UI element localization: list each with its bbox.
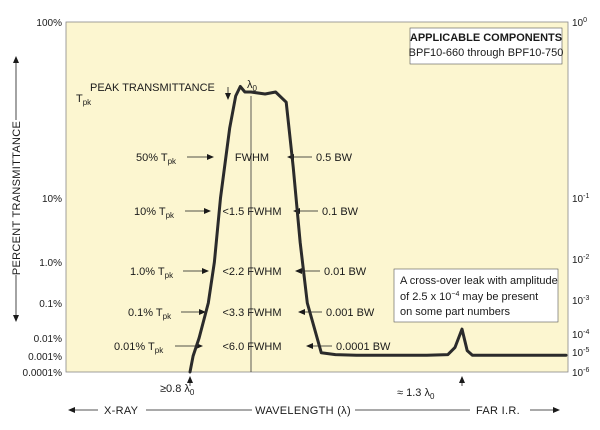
level-1-left: 1.0% Tpk bbox=[130, 266, 174, 280]
level-0.01-right: 0.0001 BW bbox=[336, 341, 391, 353]
y-right-tick-3: 10-3 bbox=[572, 295, 589, 307]
tpk-label: Tpk bbox=[76, 93, 92, 107]
note-line-3: on some part numbers bbox=[400, 306, 511, 318]
peak-transmittance-label: PEAK TRANSMITTANCE bbox=[90, 82, 215, 94]
y-tick-label-1: 1.0% bbox=[39, 258, 62, 269]
y-right-tick-0: 100 bbox=[572, 17, 587, 29]
y-tick-label-0.001: 0.001% bbox=[28, 352, 62, 363]
level-10-right: 0.1 BW bbox=[322, 206, 359, 218]
note-line-2: of 2.5 x 10−4 may be present bbox=[400, 291, 538, 303]
y-axis-title-group: PERCENT TRANSMITTANCE bbox=[11, 56, 23, 322]
y-right-tick-4: 10-4 bbox=[572, 329, 589, 341]
y-right-tick-2: 10-2 bbox=[572, 254, 589, 266]
level-1: 1.0% Tpk <2.2 FWHM 0.01 BW bbox=[130, 266, 367, 280]
x-axis-title: WAVELENGTH (λ) bbox=[255, 405, 351, 417]
x-axis-right-label: FAR I.R. bbox=[476, 405, 520, 417]
level-10-mid: <1.5 FWHM bbox=[223, 206, 282, 218]
x-axis-title-group: X-RAY WAVELENGTH (λ) FAR I.R. bbox=[68, 405, 560, 417]
level-50-mid: FWHM bbox=[235, 152, 269, 164]
level-50: 50% Tpk FWHM 0.5 BW bbox=[136, 152, 353, 166]
level-50-left: 50% Tpk bbox=[136, 152, 177, 166]
blocking-right: ≈ 1.3 λ0 bbox=[397, 376, 465, 401]
level-50-right: 0.5 BW bbox=[316, 152, 353, 164]
level-0.01-mid: <6.0 FWHM bbox=[223, 341, 282, 353]
level-0.1: 0.1% Tpk <3.3 FWHM 0.001 BW bbox=[128, 307, 375, 321]
level-0.01-left: 0.01% Tpk bbox=[114, 341, 164, 355]
blocking-left-label: ≥0.8 λ0 bbox=[160, 383, 195, 397]
y-tick-label-10: 10% bbox=[42, 194, 62, 205]
level-1-right: 0.01 BW bbox=[324, 266, 367, 278]
level-10: 10% Tpk <1.5 FWHM 0.1 BW bbox=[134, 206, 359, 220]
lambda0-label: λ0 bbox=[247, 79, 258, 93]
legend-title: APPLICABLE COMPONENTS bbox=[410, 32, 562, 44]
y-tick-label-0.01: 0.01% bbox=[34, 334, 62, 345]
transmittance-curve bbox=[188, 85, 568, 374]
y-tick-label-0.1: 0.1% bbox=[39, 299, 62, 310]
legend-box: APPLICABLE COMPONENTS BPF10-660 through … bbox=[409, 27, 564, 65]
level-0.1-mid: <3.3 FWHM bbox=[223, 307, 282, 319]
y-tick-label-0.0001: 0.0001% bbox=[23, 368, 63, 379]
blocking-left: ≥0.8 λ0 bbox=[160, 376, 195, 397]
legend-subtitle: BPF10-660 through BPF10-750 bbox=[409, 47, 564, 59]
y-tick-label-100: 100% bbox=[36, 18, 62, 29]
y-right-tick-5: 10-5 bbox=[572, 347, 589, 359]
x-axis-left-label: X-RAY bbox=[104, 405, 139, 417]
blocking-right-label: ≈ 1.3 λ0 bbox=[397, 387, 435, 401]
level-0.01: 0.01% Tpk <6.0 FWHM 0.0001 BW bbox=[114, 341, 391, 355]
y-right-tick-6: 10-6 bbox=[572, 367, 589, 379]
level-1-mid: <2.2 FWHM bbox=[223, 266, 282, 278]
note-line-1: A cross-over leak with amplitude bbox=[400, 275, 558, 287]
y-right-tick-1: 10-1 bbox=[572, 193, 589, 205]
level-0.1-right: 0.001 BW bbox=[326, 307, 375, 319]
level-0.1-left: 0.1% Tpk bbox=[128, 307, 172, 321]
y-axis-title: PERCENT TRANSMITTANCE bbox=[11, 121, 23, 275]
note-box: A cross-over leak with amplitude of 2.5 … bbox=[393, 268, 559, 323]
level-10-left: 10% Tpk bbox=[134, 206, 175, 220]
